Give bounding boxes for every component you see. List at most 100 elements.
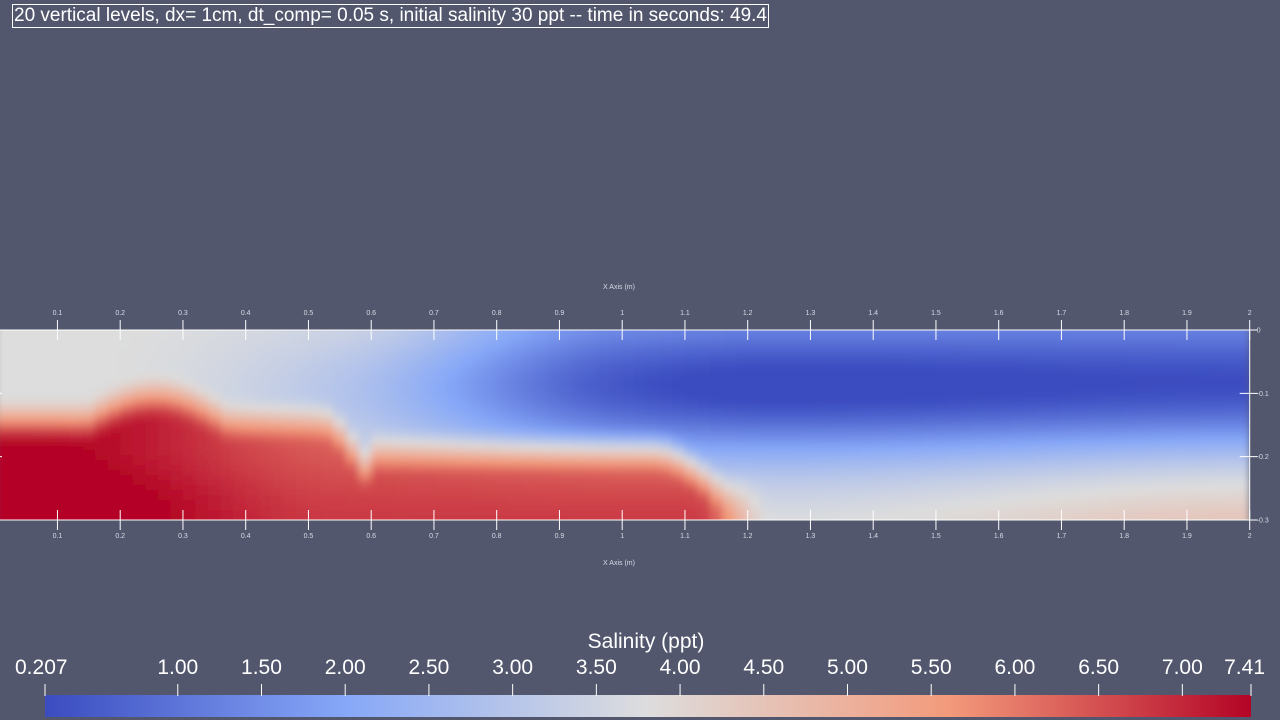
field-cell	[170, 450, 184, 456]
field-cell	[659, 480, 673, 486]
field-cell	[1212, 415, 1226, 421]
field-cell	[295, 425, 310, 431]
field-cell	[572, 450, 586, 456]
field-cell	[848, 480, 862, 486]
field-cell	[860, 360, 874, 366]
field-cell	[1111, 440, 1125, 446]
field-cell	[672, 400, 686, 406]
field-cell	[634, 430, 648, 436]
field-cell	[885, 415, 899, 421]
field-cell	[308, 405, 322, 411]
field-cell	[258, 410, 272, 416]
field-cell	[82, 450, 96, 456]
field-cell	[760, 480, 774, 486]
field-cell	[760, 360, 774, 366]
field-cell	[923, 480, 937, 486]
field-cell	[634, 465, 648, 471]
field-cell	[1111, 510, 1125, 516]
field-cell	[810, 505, 824, 511]
field-cell	[446, 375, 460, 381]
field-cell	[371, 350, 385, 356]
field-cell	[233, 400, 247, 406]
field-cell	[145, 450, 159, 456]
field-cell	[1086, 365, 1100, 371]
field-cell	[797, 450, 812, 456]
field-cell	[898, 475, 912, 481]
field-cell	[1048, 365, 1063, 371]
field-cell	[910, 450, 924, 456]
field-cell	[1099, 470, 1113, 476]
field-cell	[885, 445, 899, 451]
x-tick-label-top: 0.9	[555, 310, 565, 317]
field-cell	[132, 515, 146, 520]
field-cell	[873, 505, 887, 511]
field-cell	[233, 480, 247, 486]
field-cell	[634, 365, 648, 371]
field-cell	[572, 445, 586, 451]
field-cell	[170, 445, 184, 451]
field-cell	[647, 395, 661, 401]
field-cell	[534, 510, 548, 516]
field-cell	[220, 500, 234, 506]
field-cell	[735, 460, 749, 466]
field-cell	[270, 410, 284, 416]
field-cell	[735, 370, 749, 376]
field-cell	[107, 475, 121, 481]
field-cell	[1099, 480, 1113, 486]
field-cell	[772, 480, 786, 486]
field-cell	[1099, 495, 1113, 501]
field-cell	[308, 510, 322, 516]
field-cell	[722, 465, 736, 471]
field-cell	[233, 490, 247, 496]
field-cell	[82, 335, 96, 341]
field-cell	[835, 460, 849, 466]
field-cell	[634, 350, 648, 356]
field-cell	[961, 505, 975, 511]
field-cell	[697, 460, 711, 466]
field-cell	[785, 430, 799, 436]
field-cell	[170, 460, 184, 466]
field-cell	[32, 490, 46, 496]
field-cell	[1048, 395, 1063, 401]
field-cell	[245, 375, 259, 381]
field-cell	[358, 410, 372, 416]
field-cell	[308, 385, 322, 391]
field-cell	[747, 405, 761, 411]
field-cell	[797, 455, 812, 461]
field-cell	[245, 440, 259, 446]
field-cell	[471, 405, 485, 411]
field-cell	[521, 400, 535, 406]
field-cell	[421, 480, 435, 486]
field-cell	[873, 330, 887, 336]
field-cell	[697, 360, 711, 366]
field-cell	[1149, 450, 1163, 456]
field-cell	[459, 475, 473, 481]
field-cell	[659, 455, 673, 461]
field-cell	[546, 480, 561, 486]
field-cell	[986, 405, 1000, 411]
field-cell	[19, 500, 33, 506]
field-cell	[258, 500, 272, 506]
field-cell	[898, 420, 912, 426]
field-cell	[1099, 500, 1113, 506]
field-cell	[1186, 430, 1201, 436]
field-cell	[1074, 515, 1088, 520]
field-cell	[722, 415, 736, 421]
field-cell	[998, 450, 1012, 456]
field-cell	[396, 430, 410, 436]
field-cell	[32, 340, 46, 346]
field-cell	[1099, 340, 1113, 346]
field-cell	[1212, 480, 1226, 486]
field-cell	[270, 485, 284, 491]
field-cell	[1161, 380, 1175, 386]
field-cell	[57, 400, 71, 406]
field-cell	[1199, 400, 1213, 406]
field-cell	[1149, 330, 1163, 336]
field-cell	[659, 475, 673, 481]
field-cell	[935, 495, 950, 501]
field-cell	[710, 460, 724, 466]
field-cell	[935, 355, 950, 361]
field-cell	[735, 490, 749, 496]
field-cell	[647, 360, 661, 366]
field-cell	[484, 430, 498, 436]
